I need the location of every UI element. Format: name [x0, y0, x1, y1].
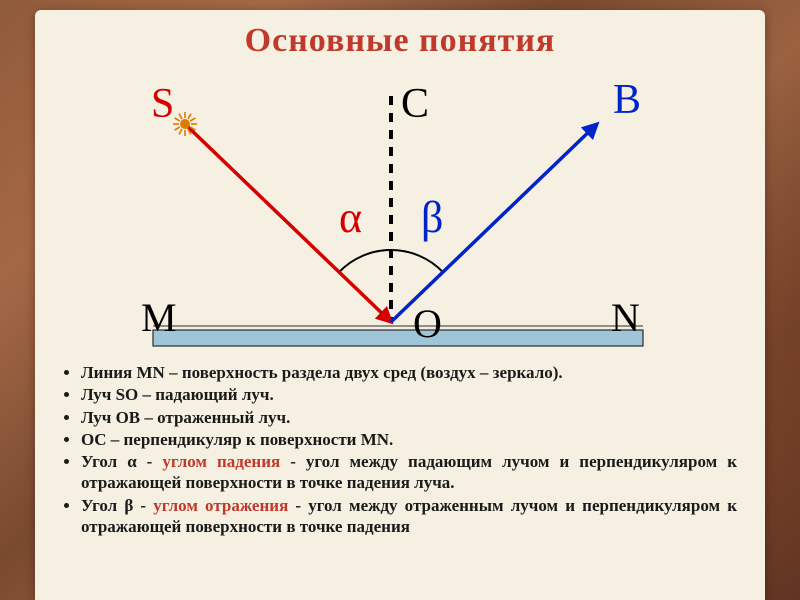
desc-item: Угол α - углом падения - угол между пада…	[81, 451, 737, 494]
label-alpha: α	[339, 192, 362, 243]
description-list: Линия MN – поверхность раздела двух сред…	[63, 362, 737, 537]
label-O: O	[413, 300, 442, 347]
term-highlight: углом падения	[162, 452, 280, 471]
desc-item: Луч OB – отраженный луч.	[81, 407, 737, 428]
term-highlight: углом отражения	[153, 496, 288, 515]
desc-item: Луч SO – падающий луч.	[81, 384, 737, 405]
label-M: M	[141, 294, 177, 341]
desc-item: Угол β - углом отражения - угол между от…	[81, 495, 737, 538]
label-S: S	[151, 80, 174, 128]
reflection-diagram: S C Bα β M O N	[63, 62, 737, 362]
page-card: Основные понятия S C Bα β M O N Линия MN – пов…	[35, 10, 765, 600]
label-beta: β	[421, 192, 443, 243]
label-B: B	[613, 76, 641, 124]
label-C: C	[401, 80, 429, 128]
page-title: Основные понятия	[63, 22, 737, 60]
label-N: N	[611, 294, 640, 341]
desc-item: OC – перпендикуляр к поверхности MN.	[81, 429, 737, 450]
desc-item: Линия MN – поверхность раздела двух сред…	[81, 362, 737, 383]
